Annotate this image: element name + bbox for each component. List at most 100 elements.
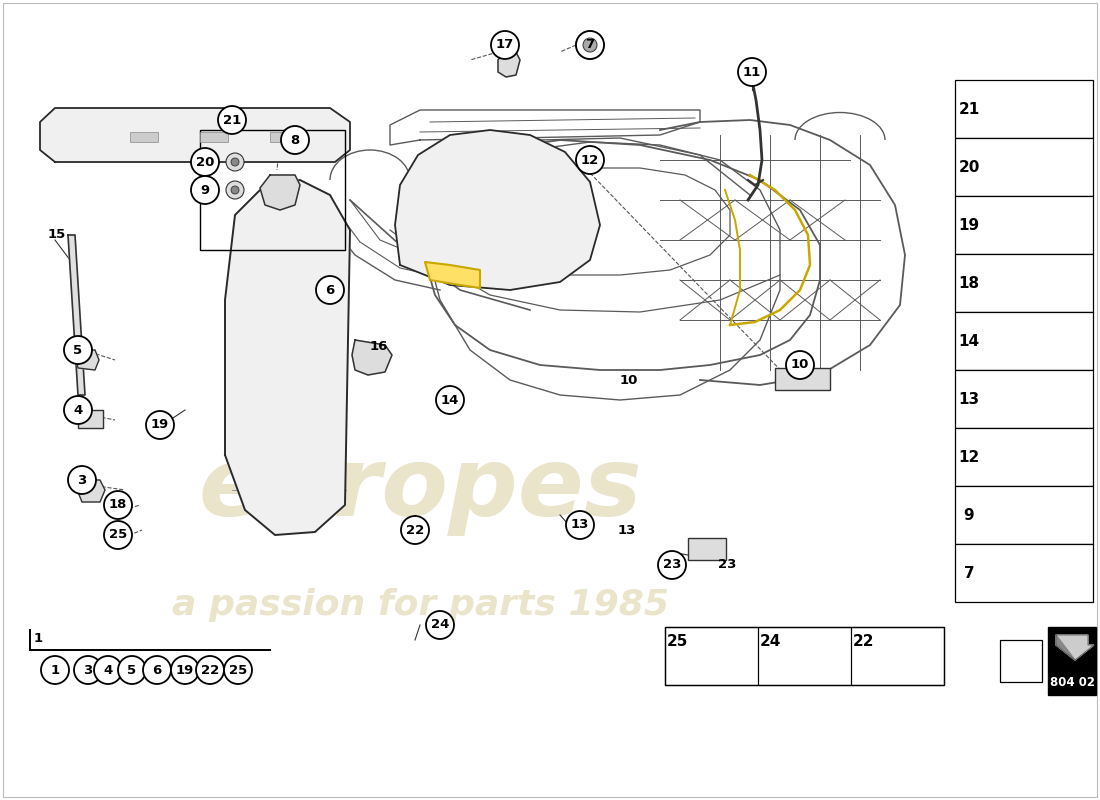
Polygon shape xyxy=(260,175,300,210)
Circle shape xyxy=(146,411,174,439)
Text: 23: 23 xyxy=(663,558,681,571)
Circle shape xyxy=(191,148,219,176)
Circle shape xyxy=(566,511,594,539)
Bar xyxy=(955,370,1093,428)
Text: 20: 20 xyxy=(958,159,980,174)
Text: 8: 8 xyxy=(290,134,299,146)
Circle shape xyxy=(104,491,132,519)
Text: 11: 11 xyxy=(742,66,761,78)
Circle shape xyxy=(94,656,122,684)
Circle shape xyxy=(226,181,244,199)
Circle shape xyxy=(224,656,252,684)
Polygon shape xyxy=(76,350,99,370)
Text: 16: 16 xyxy=(370,341,388,354)
Text: 7: 7 xyxy=(964,566,975,581)
Text: 10: 10 xyxy=(791,358,810,371)
Polygon shape xyxy=(40,108,350,162)
Circle shape xyxy=(576,146,604,174)
Bar xyxy=(955,138,1093,196)
Bar xyxy=(758,627,851,685)
Bar xyxy=(666,627,944,685)
Circle shape xyxy=(64,336,92,364)
Bar xyxy=(1048,627,1096,695)
Text: 7: 7 xyxy=(585,38,595,51)
Circle shape xyxy=(426,611,454,639)
Circle shape xyxy=(104,521,132,549)
Circle shape xyxy=(231,158,239,166)
Text: 9: 9 xyxy=(964,507,975,522)
Bar xyxy=(666,627,758,685)
Text: 4: 4 xyxy=(103,663,112,677)
Text: a passion for parts 1985: a passion for parts 1985 xyxy=(172,588,669,622)
Text: 6: 6 xyxy=(153,663,162,677)
Circle shape xyxy=(316,276,344,304)
Circle shape xyxy=(191,176,219,204)
Circle shape xyxy=(218,106,246,134)
Text: 804 02: 804 02 xyxy=(1049,677,1094,690)
Text: europes: europes xyxy=(198,443,641,537)
Circle shape xyxy=(68,466,96,494)
Text: 18: 18 xyxy=(109,498,128,511)
Polygon shape xyxy=(395,130,600,290)
Polygon shape xyxy=(498,50,520,77)
Text: 3: 3 xyxy=(77,474,87,486)
Bar xyxy=(270,132,298,142)
Circle shape xyxy=(658,551,686,579)
Bar xyxy=(688,538,726,560)
Circle shape xyxy=(583,38,597,52)
Text: 13: 13 xyxy=(958,391,980,406)
Polygon shape xyxy=(78,410,103,428)
Bar xyxy=(955,428,1093,486)
Circle shape xyxy=(491,31,519,59)
Circle shape xyxy=(74,656,102,684)
Text: 25: 25 xyxy=(667,634,688,649)
Bar xyxy=(955,80,1093,138)
Circle shape xyxy=(196,656,224,684)
Text: 5: 5 xyxy=(74,343,82,357)
Text: 9: 9 xyxy=(200,183,210,197)
Bar xyxy=(955,312,1093,370)
Text: 14: 14 xyxy=(441,394,459,406)
Text: 1: 1 xyxy=(51,663,59,677)
Polygon shape xyxy=(68,235,85,395)
Bar xyxy=(955,254,1093,312)
Circle shape xyxy=(738,58,766,86)
Text: 12: 12 xyxy=(581,154,600,166)
Circle shape xyxy=(231,186,239,194)
Text: 10: 10 xyxy=(620,374,638,386)
Text: 21: 21 xyxy=(958,102,980,117)
Polygon shape xyxy=(1056,635,1075,660)
Polygon shape xyxy=(425,262,480,288)
Circle shape xyxy=(436,386,464,414)
Polygon shape xyxy=(78,480,104,502)
Bar xyxy=(200,130,345,250)
Bar xyxy=(955,486,1093,544)
Text: 1: 1 xyxy=(33,631,43,645)
Circle shape xyxy=(170,656,199,684)
Text: 13: 13 xyxy=(571,518,590,531)
Text: 25: 25 xyxy=(229,663,248,677)
Circle shape xyxy=(226,153,244,171)
Polygon shape xyxy=(1056,635,1094,660)
Text: 23: 23 xyxy=(718,558,736,571)
Polygon shape xyxy=(226,180,350,535)
Text: 17: 17 xyxy=(496,38,514,51)
Circle shape xyxy=(576,31,604,59)
Text: 22: 22 xyxy=(852,634,873,649)
Text: 22: 22 xyxy=(406,523,425,537)
Text: 15: 15 xyxy=(48,229,66,242)
Polygon shape xyxy=(352,340,392,375)
Circle shape xyxy=(118,656,146,684)
Text: 19: 19 xyxy=(176,663,194,677)
Text: 24: 24 xyxy=(759,634,781,649)
Circle shape xyxy=(143,656,170,684)
Text: 22: 22 xyxy=(201,663,219,677)
Circle shape xyxy=(280,126,309,154)
Text: 14: 14 xyxy=(958,334,980,349)
Text: 24: 24 xyxy=(431,618,449,631)
Text: 5: 5 xyxy=(128,663,136,677)
Text: 13: 13 xyxy=(618,523,637,537)
Text: 3: 3 xyxy=(84,663,92,677)
Bar xyxy=(955,544,1093,602)
Text: 19: 19 xyxy=(958,218,980,233)
